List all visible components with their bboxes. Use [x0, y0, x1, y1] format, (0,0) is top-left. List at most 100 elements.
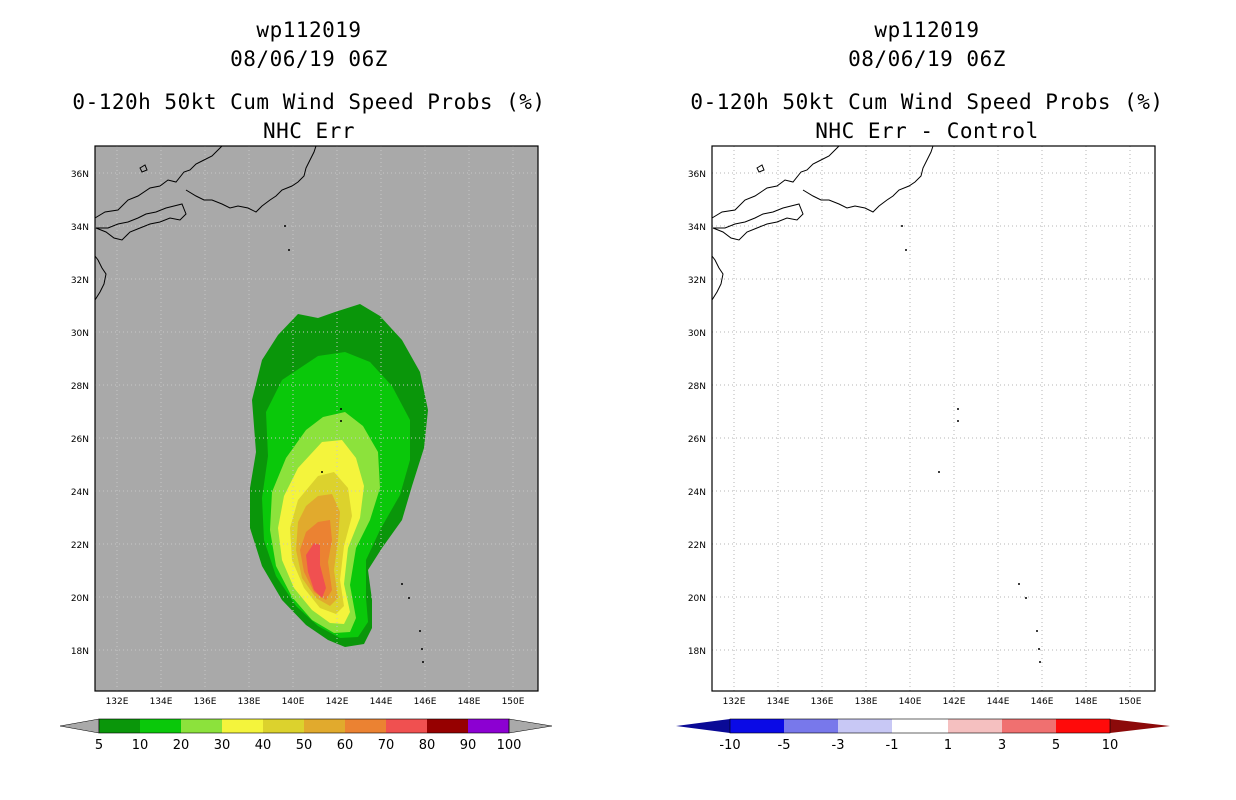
colorbar-swatch-20 — [181, 719, 222, 733]
colorbar-label: 3 — [998, 738, 1006, 753]
lon-label-140e: 140E — [899, 697, 922, 707]
contour-70 — [306, 543, 326, 598]
storm-id-title: wp112019 — [874, 18, 980, 42]
lat-label-36n: 36N — [71, 170, 89, 180]
lat-label-36n: 36N — [688, 170, 706, 180]
colorbar-arrow-left — [59, 718, 100, 734]
lon-label-136e: 136E — [194, 697, 217, 707]
map-frame — [711, 145, 1156, 692]
colorbar-swatch-zero — [892, 719, 948, 733]
map-gridlines — [712, 146, 1155, 691]
colorbar-swatch-90 — [468, 719, 509, 733]
colorbar-label: 5 — [1052, 738, 1060, 753]
lon-label-146e: 146E — [1031, 697, 1054, 707]
colorbar-label: 20 — [173, 738, 190, 753]
colorbar-label: 40 — [255, 738, 272, 753]
colorbar-swatch-80 — [427, 719, 468, 733]
lat-label-20n: 20N — [71, 594, 89, 604]
coastline — [94, 145, 317, 301]
lat-label-18n: 18N — [688, 647, 706, 657]
lat-label-34n: 34N — [688, 223, 706, 233]
colorbar-swatch-10 — [140, 719, 181, 733]
lat-label-22n: 22N — [71, 541, 89, 551]
probability-map: 36N 34N 32N 30N 28N 26N 24N 22N 20N 18N … — [59, 145, 553, 753]
colorbar-label: -3 — [832, 738, 845, 753]
colorbar-swatch-pos3 — [1002, 719, 1056, 733]
probability-contours — [250, 304, 428, 647]
lat-label-22n: 22N — [688, 541, 706, 551]
colorbar-label: -5 — [778, 738, 791, 753]
colorbar-label: 80 — [419, 738, 436, 753]
difference-colorbar — [676, 718, 1170, 734]
colorbar-swatch-60 — [345, 719, 386, 733]
lon-label-150e: 150E — [1119, 697, 1142, 707]
lat-label-32n: 32N — [71, 276, 89, 286]
colorbar-arrow-right — [1110, 719, 1170, 733]
lat-label-26n: 26N — [688, 435, 706, 445]
colorbar-swatch-40 — [263, 719, 304, 733]
map-gridlines — [95, 146, 538, 691]
colorbar-label: 10 — [132, 738, 149, 753]
lon-label-150e: 150E — [502, 697, 525, 707]
lon-label-140e: 140E — [282, 697, 305, 707]
colorbar-arrow-right — [508, 718, 553, 734]
lon-label-132e: 132E — [723, 697, 746, 707]
colorbar-label: 70 — [378, 738, 395, 753]
lat-label-28n: 28N — [688, 382, 706, 392]
colorbar-label: -10 — [719, 738, 740, 753]
probability-colorbar — [59, 718, 553, 734]
colorbar-swatch-70 — [386, 719, 427, 733]
colorbar-label: 10 — [1102, 738, 1119, 753]
lon-label-134e: 134E — [767, 697, 790, 707]
lon-axis: 132E 134E 136E 138E 140E 142E 144E 146E … — [106, 697, 525, 707]
colorbar-swatch-neg3 — [838, 719, 892, 733]
lon-label-142e: 142E — [326, 697, 349, 707]
panel-probabilities: wp112019 08/06/19 06Z 0-120h 50kt Cum Wi… — [59, 18, 553, 753]
lon-label-148e: 148E — [1075, 697, 1098, 707]
colorbar-labels: 5 10 20 30 40 50 60 70 80 90 100 — [95, 738, 522, 753]
colorbar-label: -1 — [886, 738, 899, 753]
colorbar-label: 90 — [460, 738, 477, 753]
lat-label-34n: 34N — [71, 223, 89, 233]
subtitle: NHC Err — [262, 119, 355, 143]
lon-label-144e: 144E — [370, 697, 393, 707]
lon-label-142e: 142E — [943, 697, 966, 707]
colorbar-swatch-neg10 — [730, 719, 784, 733]
storm-id-title: wp112019 — [256, 18, 362, 42]
colorbar-swatch-pos5 — [1056, 719, 1110, 733]
colorbar-swatch-neg5 — [784, 719, 838, 733]
panel-difference: wp112019 08/06/19 06Z 0-120h 50kt Cum Wi… — [618, 0, 1236, 800]
colorbar-swatch-5 — [99, 719, 140, 733]
lat-label-18n: 18N — [71, 647, 89, 657]
islands — [284, 225, 424, 663]
colorbar-label: 100 — [497, 738, 522, 753]
coastline — [711, 145, 934, 301]
lon-label-148e: 148E — [458, 697, 481, 707]
colorbar-label: 5 — [95, 738, 103, 753]
datetime-title: 08/06/19 06Z — [848, 47, 1006, 71]
lon-label-134e: 134E — [150, 697, 173, 707]
colorbar-swatch-30 — [222, 719, 263, 733]
map-background — [712, 146, 1155, 691]
lat-label-30n: 30N — [688, 329, 706, 339]
colorbar-label: 1 — [944, 738, 952, 753]
colorbar-swatch-50 — [304, 719, 345, 733]
colorbar-labels: -10 -5 -3 -1 1 3 5 10 — [719, 738, 1118, 753]
lon-label-146e: 146E — [414, 697, 437, 707]
lat-label-24n: 24N — [688, 488, 706, 498]
lat-axis: 36N 34N 32N 30N 28N 26N 24N 22N 20N 18N — [688, 170, 706, 657]
islands — [901, 225, 1041, 663]
colorbar-arrow-left — [676, 719, 730, 733]
lon-label-136e: 136E — [811, 697, 834, 707]
subtitle: NHC Err - Control — [815, 119, 1039, 143]
colorbar-swatch-pos1 — [948, 719, 1002, 733]
lon-label-144e: 144E — [987, 697, 1010, 707]
lat-label-30n: 30N — [71, 329, 89, 339]
datetime-title: 08/06/19 06Z — [230, 47, 388, 71]
lon-axis: 132E 134E 136E 138E 140E 142E 144E 146E … — [723, 697, 1142, 707]
lat-axis: 36N 34N 32N 30N 28N 26N 24N 22N 20N 18N — [71, 170, 89, 657]
lon-label-138e: 138E — [855, 697, 878, 707]
colorbar-label: 30 — [214, 738, 231, 753]
colorbar-label: 50 — [296, 738, 313, 753]
product-title: 0-120h 50kt Cum Wind Speed Probs (%) — [690, 90, 1164, 114]
